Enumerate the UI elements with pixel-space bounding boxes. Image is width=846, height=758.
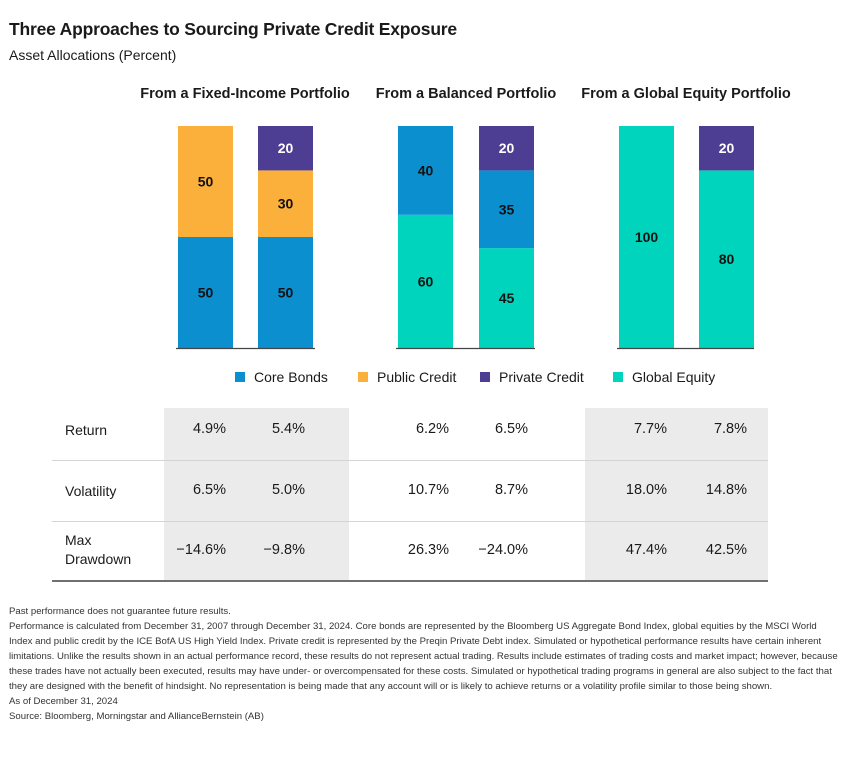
bar-value-label: 50 xyxy=(278,285,294,301)
legend-swatch-private-credit xyxy=(480,372,490,382)
bar-segment-private-credit xyxy=(479,126,534,171)
bar-segment-core-bonds xyxy=(479,170,534,249)
bar-segment-global-equity xyxy=(398,214,453,348)
table-shade-global-equity xyxy=(585,408,768,580)
table-cell: 26.3% xyxy=(407,542,449,558)
table-cell: −24.0% xyxy=(478,542,528,558)
bar-value-label: 80 xyxy=(719,251,735,267)
table-cell: 18.0% xyxy=(625,482,667,498)
bar-segment-global-equity xyxy=(699,170,754,348)
table-shade-fixed-income xyxy=(164,408,349,580)
panel-title-global-equity: From a Global Equity Portfolio xyxy=(581,86,791,102)
footnote-source: Source: Bloomberg, Morningstar and Allia… xyxy=(9,711,264,722)
legend-item-public-credit: Public Credit xyxy=(358,369,456,385)
footnote-disclaimer: Past performance does not guarantee futu… xyxy=(9,606,231,617)
chart-title: Three Approaches to Sourcing Private Cre… xyxy=(9,19,457,39)
legend-swatch-global-equity xyxy=(613,372,623,382)
bar-value-label: 60 xyxy=(418,273,434,289)
bar-segment-global-equity xyxy=(619,126,674,348)
bar-value-label: 20 xyxy=(499,140,515,156)
legend-label-public-credit: Public Credit xyxy=(377,369,457,385)
table-divider xyxy=(52,460,768,461)
bar-value-label: 45 xyxy=(499,290,515,306)
performance-table: Return Volatility Max Drawdown 4.9% 5.4%… xyxy=(52,408,768,582)
bar-value-label: 100 xyxy=(635,229,659,245)
chart-legend: Core Bonds Public Credit Private Credit … xyxy=(0,369,846,389)
bar-value-label: 50 xyxy=(198,174,214,190)
bar-segment-private-credit xyxy=(258,126,313,171)
table-cell: 5.4% xyxy=(271,421,305,437)
table-cell: 6.5% xyxy=(494,421,528,437)
table-bottom-rule xyxy=(52,580,768,582)
table-cell: 42.5% xyxy=(705,542,747,558)
table-cell: 4.9% xyxy=(192,421,226,437)
footnotes: Past performance does not guarantee futu… xyxy=(9,604,839,724)
legend-item-private-credit: Private Credit xyxy=(480,369,584,385)
table-cell: 8.7% xyxy=(494,482,528,498)
panel-title-fixed-income: From a Fixed-Income Portfolio xyxy=(140,86,350,102)
bar-segment-private-credit xyxy=(699,126,754,171)
table-cell: 14.8% xyxy=(705,482,747,498)
legend-label-core-bonds: Core Bonds xyxy=(254,369,328,385)
legend-label-global-equity: Global Equity xyxy=(632,369,716,385)
bar-value-label: 50 xyxy=(198,285,214,301)
table-cell: −9.8% xyxy=(263,542,305,558)
panel-title-balanced: From a Balanced Portfolio xyxy=(375,86,557,102)
table-divider xyxy=(52,521,768,522)
legend-label-private-credit: Private Credit xyxy=(499,369,584,385)
stacked-bar-chart: 50 50 50 30 20 60 40 45 35 20 100 80 20 xyxy=(176,126,754,350)
bar-value-label: 20 xyxy=(719,140,735,156)
bar-segment-core-bonds xyxy=(258,237,313,348)
row-label-max-drawdown: Max Drawdown xyxy=(65,532,132,567)
table-cell: 7.8% xyxy=(713,421,747,437)
bar-segment-public-credit xyxy=(258,170,313,237)
footnote-methodology: Performance is calculated from December … xyxy=(9,621,838,692)
bar-segment-global-equity xyxy=(479,248,534,348)
legend-item-global-equity: Global Equity xyxy=(613,369,715,385)
table-cell: 47.4% xyxy=(625,542,667,558)
bar-value-label: 40 xyxy=(418,162,434,178)
chart-subtitle: Asset Allocations (Percent) xyxy=(9,47,177,63)
bar-value-label: 30 xyxy=(278,196,294,212)
table-cell: 7.7% xyxy=(633,421,667,437)
legend-item-core-bonds: Core Bonds xyxy=(235,369,328,385)
row-label-volatility: Volatility xyxy=(65,483,117,499)
legend-swatch-core-bonds xyxy=(235,372,245,382)
table-cell: 6.5% xyxy=(192,482,226,498)
bar-value-label: 35 xyxy=(499,201,515,217)
table-cell: 5.0% xyxy=(271,482,305,498)
footnote-as-of-date: As of December 31, 2024 xyxy=(9,696,118,707)
table-cell: 10.7% xyxy=(407,482,449,498)
table-cell: 6.2% xyxy=(415,421,449,437)
bar-value-label: 20 xyxy=(278,140,294,156)
row-label-return: Return xyxy=(65,422,108,438)
bar-segment-core-bonds xyxy=(178,237,233,348)
table-cell: −14.6% xyxy=(176,542,226,558)
legend-swatch-public-credit xyxy=(358,372,368,382)
bar-segment-public-credit xyxy=(178,126,233,237)
bar-segment-core-bonds xyxy=(398,126,453,215)
